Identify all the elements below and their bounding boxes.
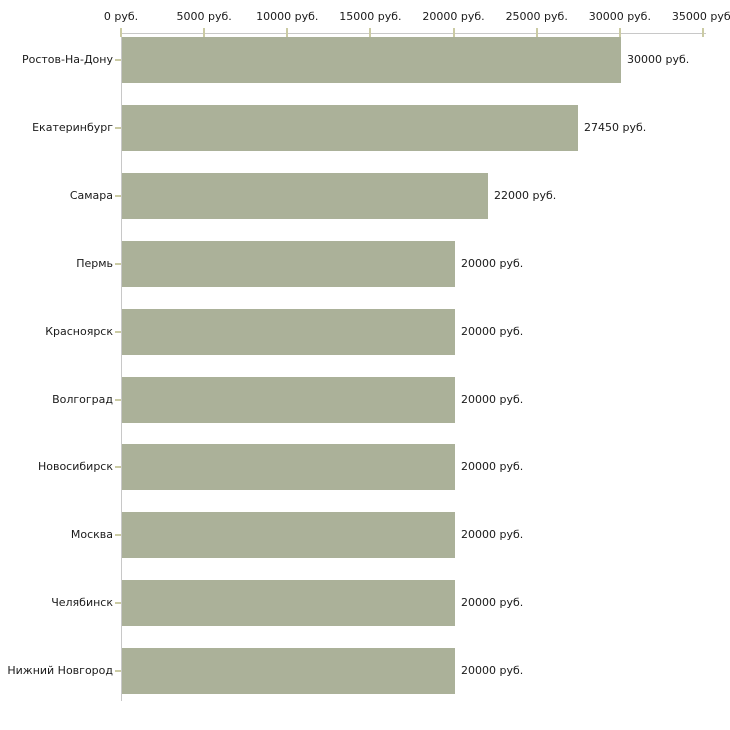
- x-axis-tick-mark: [120, 28, 122, 37]
- y-axis-tick-mark: [115, 398, 121, 401]
- bar: [122, 240, 455, 287]
- bar-value-label: 20000 руб.: [461, 324, 524, 338]
- y-axis-category-label: Москва: [70, 528, 113, 542]
- x-axis-tick-mark: [286, 28, 289, 37]
- y-axis-tick-mark: [115, 534, 121, 537]
- y-axis-category-label: Самара: [69, 188, 113, 202]
- x-axis-tick-label: 0 руб.: [103, 10, 139, 23]
- y-axis-tick-mark: [115, 466, 121, 469]
- y-axis-tick-mark: [115, 126, 121, 129]
- x-axis-tick-label: 10000 руб.: [256, 10, 319, 23]
- bar-value-label: 20000 руб.: [461, 256, 524, 270]
- x-axis-tick-label: 30000 руб.: [588, 10, 651, 23]
- y-axis-tick-mark: [115, 59, 121, 61]
- y-axis-category-label: Волгоград: [52, 392, 113, 406]
- x-axis-tick-label: 5000 руб.: [176, 10, 232, 23]
- y-axis-tick-mark: [115, 602, 121, 605]
- bar: [122, 37, 621, 83]
- y-axis-tick-mark: [115, 330, 121, 333]
- x-axis-tick-label: 35000 руб.: [671, 10, 730, 23]
- bar-value-label: 20000 руб.: [461, 664, 524, 678]
- bar: [122, 512, 455, 559]
- x-axis-tick-mark: [535, 28, 538, 37]
- bar-value-label: 20000 руб.: [461, 528, 524, 542]
- y-axis-tick-mark: [115, 262, 121, 265]
- x-axis-tick-label: 20000 руб.: [422, 10, 485, 23]
- x-axis-tick-mark: [369, 28, 372, 37]
- x-axis-line: [121, 33, 706, 34]
- y-axis-line: [121, 33, 122, 701]
- bar: [122, 308, 455, 355]
- bar-value-label: 20000 руб.: [461, 392, 524, 406]
- x-axis-tick-mark: [203, 28, 206, 37]
- bar-value-label: 30000 руб.: [627, 53, 690, 66]
- bar: [122, 580, 455, 627]
- y-axis-category-label: Новосибирск: [37, 460, 113, 474]
- y-axis-category-label: Нижний Новгород: [7, 664, 113, 678]
- y-axis-tick-mark: [115, 194, 121, 197]
- x-axis-tick-label: 25000 руб.: [505, 10, 568, 23]
- x-axis-tick-mark: [452, 28, 455, 37]
- bar-value-label: 20000 руб.: [461, 596, 524, 610]
- y-axis-category-label: Ростов-На-Дону: [21, 53, 113, 66]
- bar: [122, 444, 455, 491]
- x-axis-tick-label: 15000 руб.: [339, 10, 402, 23]
- bar: [122, 648, 455, 695]
- bar-value-label: 20000 руб.: [461, 460, 524, 474]
- y-axis-category-label: Екатеринбург: [32, 120, 113, 134]
- bar-value-label: 27450 руб.: [584, 120, 647, 134]
- x-axis-tick-mark: [702, 28, 704, 37]
- y-axis-category-label: Челябинск: [51, 596, 113, 610]
- x-axis-tick-mark: [618, 28, 621, 37]
- y-axis-tick-mark: [115, 670, 121, 673]
- y-axis-category-label: Пермь: [76, 256, 113, 270]
- bar-value-label: 22000 руб.: [494, 188, 557, 202]
- bar: [122, 172, 488, 219]
- bar: [122, 376, 455, 423]
- bar: [122, 104, 578, 151]
- y-axis-category-label: Красноярск: [45, 324, 113, 338]
